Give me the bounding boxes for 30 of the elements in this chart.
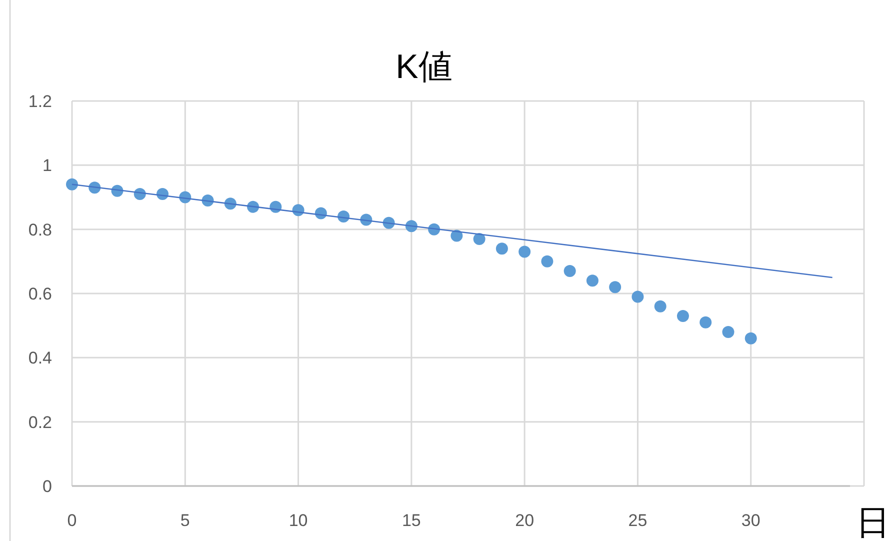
point bbox=[541, 255, 554, 268]
x-tick-label: 25 bbox=[628, 511, 648, 530]
point bbox=[564, 265, 576, 278]
y-tick-label: 0.6 bbox=[28, 284, 52, 304]
y-tick-label: 0.4 bbox=[28, 348, 52, 368]
point bbox=[722, 326, 734, 338]
point bbox=[676, 310, 689, 322]
point bbox=[700, 316, 712, 328]
x-tick-label: 20 bbox=[515, 511, 534, 530]
point bbox=[496, 242, 508, 255]
point bbox=[518, 246, 531, 258]
x-tick-label: 0 bbox=[67, 511, 77, 530]
x-tick-label: 10 bbox=[288, 511, 308, 530]
y-tick-label: 0.2 bbox=[28, 412, 52, 432]
point bbox=[744, 332, 757, 344]
chart-title: K値 bbox=[396, 48, 452, 86]
y-tick-label: 1.2 bbox=[28, 92, 52, 111]
y-tick-label: 1 bbox=[42, 156, 52, 176]
point bbox=[609, 281, 622, 294]
point bbox=[586, 274, 598, 287]
x-tick-label: 5 bbox=[180, 511, 190, 530]
point bbox=[66, 178, 78, 190]
point bbox=[632, 290, 644, 303]
y-tick-label: 0 bbox=[42, 477, 52, 496]
x-tick-label: 30 bbox=[741, 511, 760, 530]
point bbox=[473, 232, 486, 245]
x-tick-label: 15 bbox=[402, 511, 421, 530]
point bbox=[654, 300, 666, 312]
y-tick-label: 0.8 bbox=[28, 220, 52, 240]
x-axis-title: 日 bbox=[856, 504, 890, 541]
